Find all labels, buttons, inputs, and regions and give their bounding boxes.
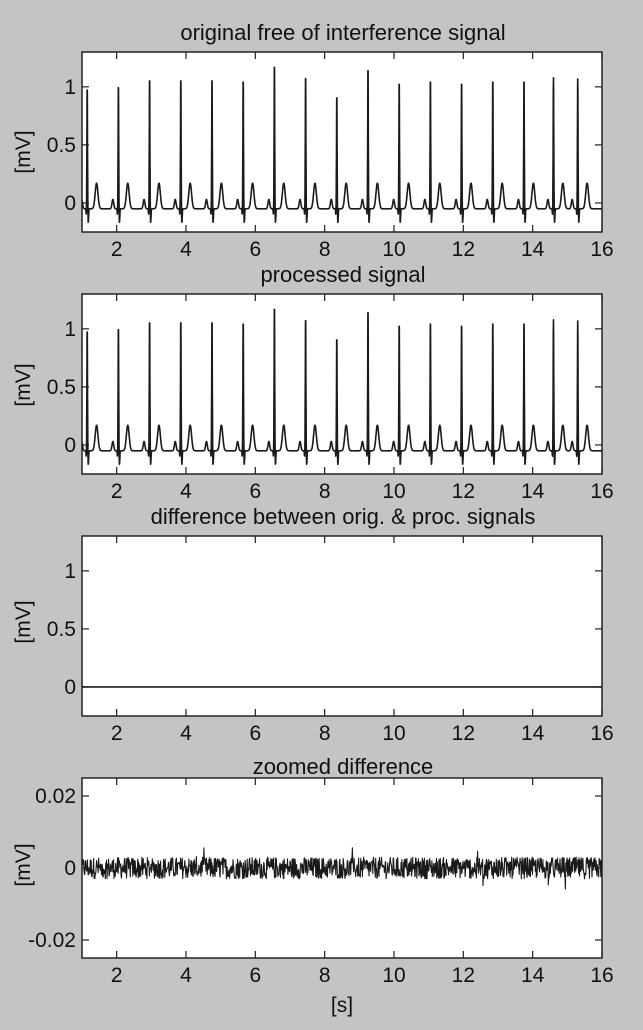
plot-layer: 2 4 6 8 10 12 14 16 0.02 0 -0.02 (28, 778, 614, 987)
y-tick-label: 0 (64, 192, 76, 215)
x-tick-label: 16 (590, 480, 613, 503)
panel-processed-signal: processed signal [mV] 2 4 6 8 10 12 14 16 0 0.5 1 (12, 262, 614, 503)
y-axis-label: [mV] (12, 363, 35, 406)
y-tick-label: 1 (64, 318, 76, 341)
x-tick-label: 12 (452, 722, 475, 745)
panel-title: zoomed difference (253, 754, 434, 779)
x-tick-label: 6 (249, 964, 261, 987)
x-tick-label: 14 (521, 238, 545, 261)
plot-area (81, 535, 603, 717)
y-tick-label: 0.5 (47, 618, 76, 641)
x-tick-label: 10 (382, 480, 405, 503)
panel-title: processed signal (260, 262, 425, 287)
x-tick-label: 8 (319, 964, 331, 987)
x-tick-label: 16 (590, 238, 613, 261)
y-tick-label: 0 (64, 857, 76, 880)
plot-area (81, 293, 603, 475)
x-tick-label: 10 (382, 722, 405, 745)
panel-zoomed-difference: zoomed difference [mV] 2 4 6 8 10 12 14 16 0.02 0… (12, 754, 614, 1017)
x-tick-label: 12 (452, 238, 475, 261)
plot-layer: 2 4 6 8 10 12 14 16 0 0.5 1 (47, 536, 614, 745)
y-tick-label: 1 (64, 76, 76, 99)
x-tick-label: 12 (452, 480, 475, 503)
x-axis-label: [s] (331, 994, 353, 1017)
panel-title: original free of interference signal (180, 20, 505, 45)
x-tick-label: 10 (382, 238, 405, 261)
y-tick-label: -0.02 (28, 929, 76, 952)
x-tick-label: 4 (180, 964, 192, 987)
y-tick-label: 0.5 (47, 134, 76, 157)
x-tick-label: 14 (521, 722, 545, 745)
x-tick-label: 2 (111, 964, 123, 987)
y-axis-label: [mV] (12, 843, 35, 886)
x-tick-label: 16 (590, 722, 613, 745)
x-tick-label: 14 (521, 480, 545, 503)
y-tick-label: 0 (64, 676, 76, 699)
x-tick-label: 4 (180, 722, 192, 745)
signal-trace (82, 66, 602, 224)
y-tick-label: 0.5 (47, 376, 76, 399)
x-tick-label: 8 (319, 238, 331, 261)
x-tick-label: 2 (111, 238, 123, 261)
x-tick-label: 6 (249, 722, 261, 745)
y-axis-label: [mV] (12, 130, 35, 173)
signal-trace (82, 308, 602, 466)
x-tick-label: 8 (319, 480, 331, 503)
plot-area (81, 51, 603, 233)
x-tick-label: 10 (382, 964, 405, 987)
x-tick-label: 2 (111, 722, 123, 745)
x-tick-label: 2 (111, 480, 123, 503)
x-tick-label: 6 (249, 238, 261, 261)
y-axis-label: [mV] (12, 600, 35, 643)
panel-difference: difference between orig. & proc. signals… (12, 504, 614, 745)
y-tick-label: 0 (64, 434, 76, 457)
signal-trace (82, 847, 602, 890)
x-tick-label: 4 (180, 238, 192, 261)
x-tick-label: 12 (452, 964, 475, 987)
y-tick-label: 0.02 (35, 785, 76, 808)
panel-title: difference between orig. & proc. signals (151, 504, 536, 529)
x-tick-label: 8 (319, 722, 331, 745)
y-tick-label: 1 (64, 560, 76, 583)
plot-layer: 2 4 6 8 10 12 14 16 0 0.5 1 (47, 52, 614, 261)
panel-original-signal: original free of interference signal [mV… (12, 20, 614, 261)
x-tick-label: 6 (249, 480, 261, 503)
x-tick-label: 4 (180, 480, 192, 503)
plot-layer: 2 4 6 8 10 12 14 16 0 0.5 1 (47, 294, 614, 503)
x-tick-label: 16 (590, 964, 613, 987)
x-tick-label: 14 (521, 964, 545, 987)
